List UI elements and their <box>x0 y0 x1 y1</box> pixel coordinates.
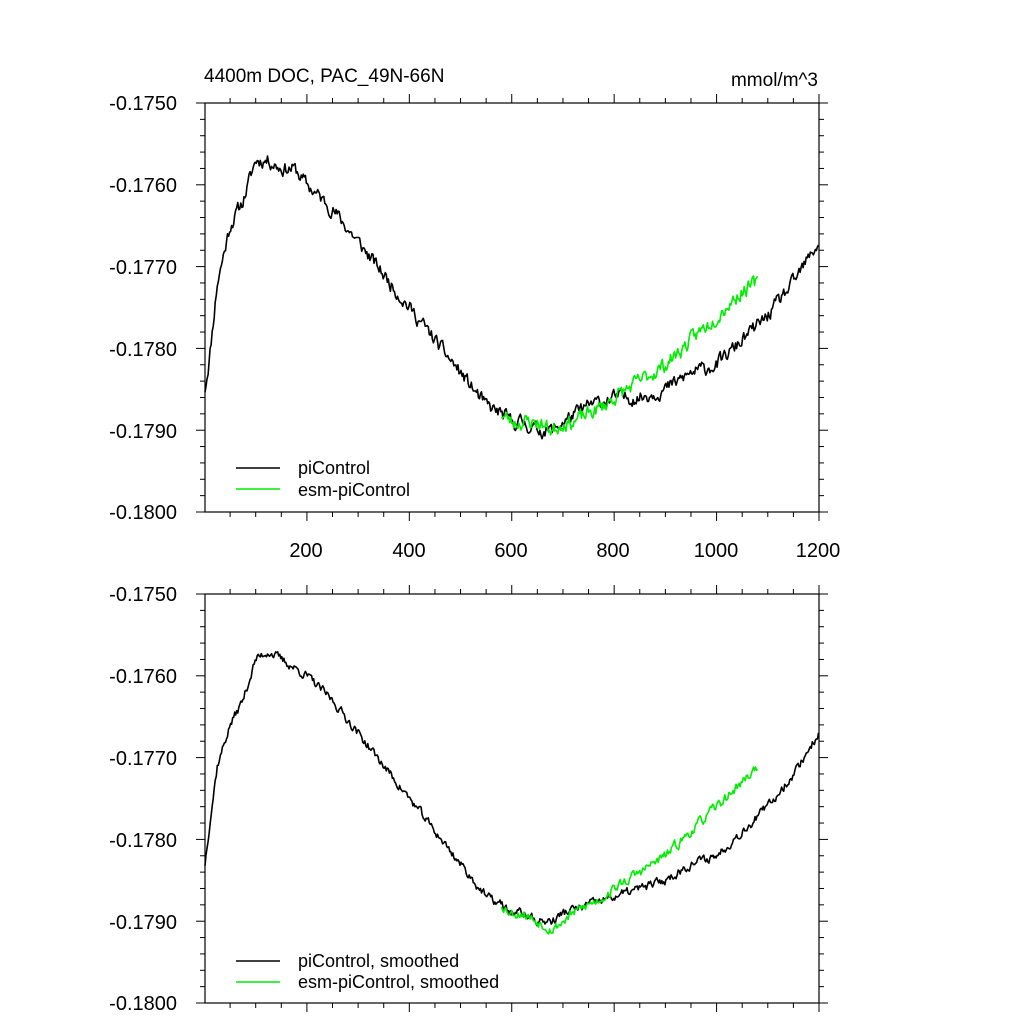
x-tick-label: 400 <box>392 540 425 562</box>
y-tick-label: -0.1790 <box>109 421 177 443</box>
series-layer <box>204 155 820 440</box>
y-tick-label: -0.1780 <box>109 339 177 361</box>
y-tick-label: -0.1760 <box>109 666 177 688</box>
y-tick-label: -0.1780 <box>109 830 177 852</box>
y-tick-label: -0.1760 <box>109 175 177 197</box>
x-tick-label: 1200 <box>796 540 841 562</box>
bottom-panel: -0.1750 -0.1760 -0.1770 -0.1780 -0.1790 … <box>109 584 828 1015</box>
y-tick-labels: -0.1750 -0.1760 -0.1770 -0.1780 -0.1790 … <box>109 93 177 524</box>
x-tick-labels: 200 400 600 800 1000 1200 <box>289 540 840 562</box>
legend-label-esm-picontrol-smoothed: esm-piControl, smoothed <box>298 972 499 992</box>
y-tick-label: -0.1770 <box>109 257 177 279</box>
x-tick-label: 800 <box>596 540 629 562</box>
series-layer <box>204 650 820 935</box>
y-tick-label: -0.1800 <box>109 993 177 1015</box>
y-tick-label: -0.1800 <box>109 502 177 524</box>
series-line-esm-picontrol <box>500 275 759 436</box>
legend: piControl, smoothed esm-piControl, smoot… <box>236 951 499 992</box>
legend-label-picontrol-smoothed: piControl, smoothed <box>298 951 459 971</box>
y-tick-label: -0.1770 <box>109 748 177 770</box>
legend-label-picontrol: piControl <box>298 458 370 478</box>
series-line-picontrol-smoothed <box>204 650 820 927</box>
series-line-esm-picontrol-smoothed <box>500 766 759 935</box>
chart-title: 4400m DOC, PAC_49N-66N <box>204 66 444 87</box>
top-panel: 4400m DOC, PAC_49N-66N mmol/m^3 -0.1750 … <box>109 66 840 562</box>
units-label: mmol/m^3 <box>731 70 818 91</box>
x-tick-label: 1000 <box>694 540 739 562</box>
plot-frame <box>204 102 820 513</box>
tick-layer <box>196 94 828 521</box>
plot-frame <box>204 593 820 1004</box>
legend: piControl esm-piControl <box>236 458 410 500</box>
y-tick-labels: -0.1750 -0.1760 -0.1770 -0.1780 -0.1790 … <box>109 584 177 1015</box>
series-line-picontrol <box>204 155 820 440</box>
x-tick-label: 200 <box>289 540 322 562</box>
y-tick-label: -0.1790 <box>109 912 177 934</box>
x-tick-label: 600 <box>494 540 527 562</box>
y-tick-label: -0.1750 <box>109 93 177 115</box>
tick-layer <box>196 585 828 1012</box>
legend-label-esm-picontrol: esm-piControl <box>298 480 410 500</box>
y-tick-label: -0.1750 <box>109 584 177 606</box>
